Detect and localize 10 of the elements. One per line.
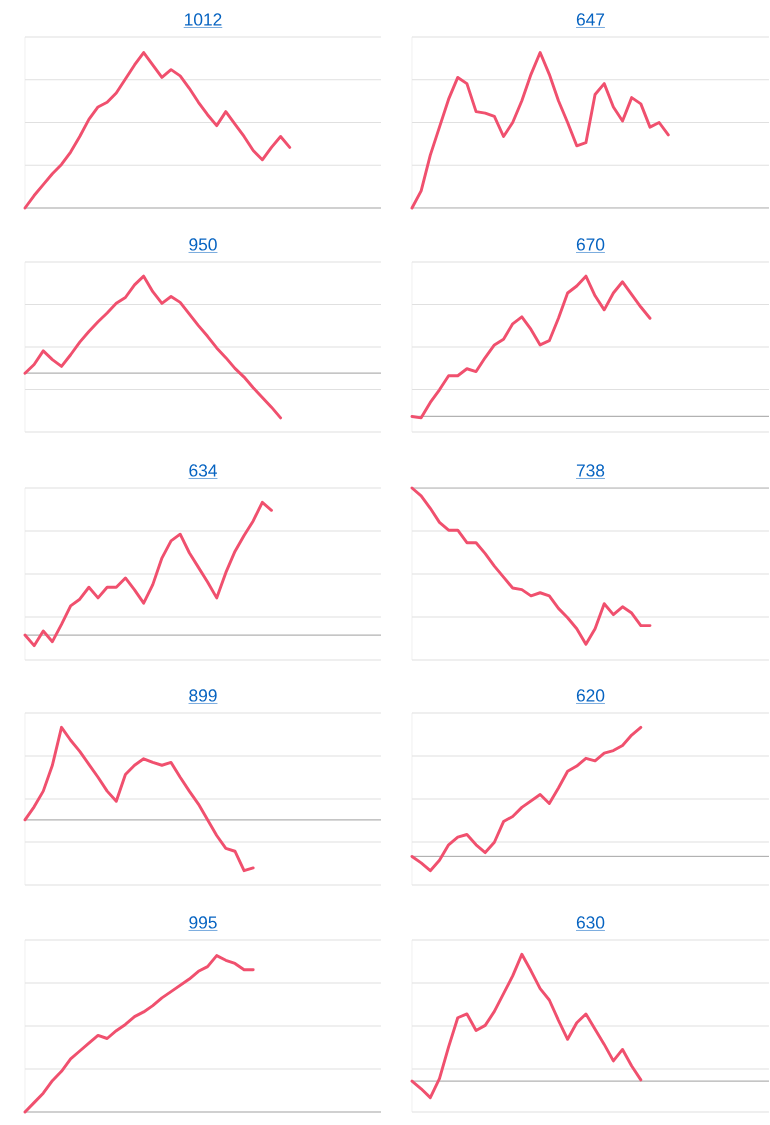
chart-title: 899 bbox=[189, 689, 217, 702]
chart-title: 634 bbox=[189, 464, 218, 477]
chart-title: 630 bbox=[577, 916, 605, 929]
chart-title: 1012 bbox=[185, 13, 222, 26]
chart-title: 647 bbox=[577, 13, 605, 26]
chart-title: 738 bbox=[577, 464, 605, 477]
chart-title: 950 bbox=[189, 238, 217, 251]
chart-title: 670 bbox=[577, 238, 605, 251]
chart-title: 620 bbox=[577, 689, 605, 702]
chart-title: 995 bbox=[189, 916, 217, 929]
